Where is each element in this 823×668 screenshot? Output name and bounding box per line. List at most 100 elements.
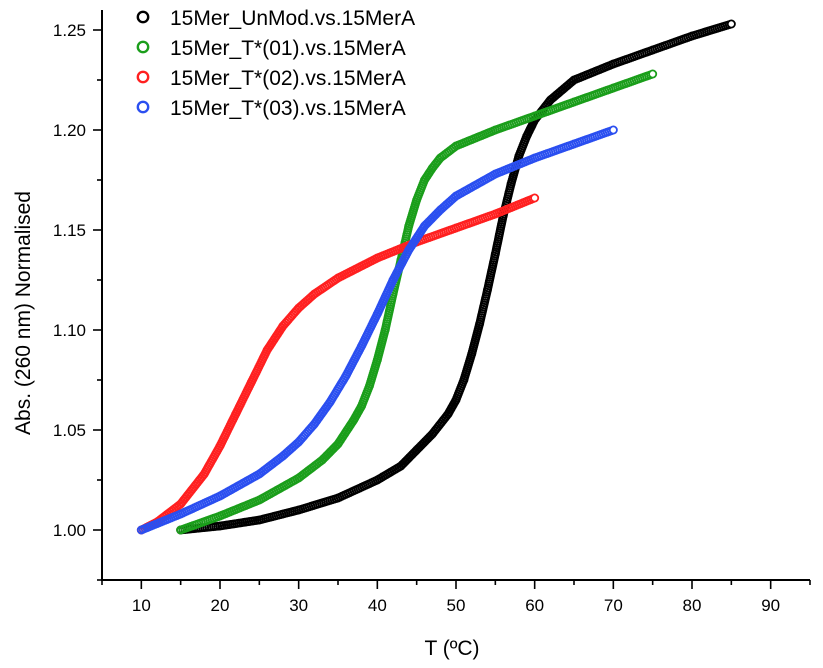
series-1-point <box>545 95 555 105</box>
series-4-point <box>357 341 367 351</box>
series-3-trace <box>138 194 538 534</box>
series-1-point <box>522 131 532 141</box>
x-tick-label-80: 80 <box>683 596 702 615</box>
series-1-point <box>475 319 485 329</box>
series-2-point <box>349 415 359 425</box>
series-2-point <box>404 221 414 231</box>
series-1-point <box>443 409 453 419</box>
series-1-point <box>467 349 477 359</box>
series-4-point <box>136 525 146 535</box>
series-3-point <box>451 223 461 233</box>
series-1-point <box>333 493 343 503</box>
series-3-point <box>215 441 225 451</box>
series-2-point <box>648 69 658 79</box>
series-1-point <box>294 505 304 515</box>
series-4-point <box>278 451 288 461</box>
series-1 <box>176 19 736 535</box>
x-ticks: 10 20 30 40 50 60 70 80 90 <box>101 580 811 615</box>
series-1-point <box>726 19 736 29</box>
series-1-point <box>451 395 461 405</box>
series-2-point <box>176 525 186 535</box>
x-tick-label-90: 90 <box>761 596 780 615</box>
legend-marker-2 <box>136 40 150 54</box>
series-1-point <box>427 429 437 439</box>
x-tick-label-40: 40 <box>368 596 387 615</box>
series-2-point <box>317 455 327 465</box>
series-3-point <box>294 303 304 313</box>
legend-label-1: 15Mer_UnMod.vs.15MerA <box>170 7 415 30</box>
series-3-point <box>490 209 500 219</box>
series-2-point <box>294 473 304 483</box>
series-2-point <box>608 83 618 93</box>
series-4-point <box>490 169 500 179</box>
series-3-point <box>262 345 272 355</box>
series-4-point <box>530 153 540 163</box>
series-1-point <box>482 285 492 295</box>
series-3-point <box>278 321 288 331</box>
axes <box>101 10 810 581</box>
series-2-point <box>357 401 367 411</box>
legend-label-4: 15Mer_T*(03).vs.15MerA <box>170 97 406 120</box>
legend-label-2: 15Mer_T*(01).vs.15MerA <box>170 37 406 60</box>
y-tick-label-1: 1.05 <box>53 421 86 440</box>
series-1-point <box>372 475 382 485</box>
x-tick-label-10: 10 <box>132 596 151 615</box>
y-axis-label: Abs. (260 nm) Normalised <box>12 191 35 435</box>
series-4-point <box>388 275 398 285</box>
series-2-point <box>569 97 579 107</box>
series-1-trace <box>178 20 734 535</box>
x-tick-label-60: 60 <box>525 596 544 615</box>
series-2-point <box>427 163 437 173</box>
series-1-point <box>490 249 500 259</box>
series-2-point <box>435 153 445 163</box>
x-tick-label-70: 70 <box>604 596 623 615</box>
y-tick-label-5: 1.25 <box>53 21 86 40</box>
series-2-point <box>364 381 374 391</box>
series-4-point <box>309 419 319 429</box>
series-1-point <box>687 31 697 41</box>
x-tick-label-20: 20 <box>211 596 230 615</box>
y-tick-label-0: 1.00 <box>53 521 86 540</box>
series-4-point <box>420 221 430 231</box>
series-4-point <box>254 469 264 479</box>
legend-label-3: 15Mer_T*(02).vs.15MerA <box>170 67 406 90</box>
series-4-point <box>404 245 414 255</box>
series-4-point <box>372 309 382 319</box>
series-4-point <box>325 397 335 407</box>
series-4-point <box>215 491 225 501</box>
series-2-point <box>451 141 461 151</box>
series-1-point <box>648 45 658 55</box>
legend-marker-4 <box>136 100 150 114</box>
series-4-point <box>451 191 461 201</box>
series-1-point <box>608 59 618 69</box>
series-3-point <box>530 193 540 203</box>
x-tick-label-50: 50 <box>447 596 466 615</box>
series-3-point <box>309 289 319 299</box>
y-tick-label-4: 1.20 <box>53 121 86 140</box>
series-4 <box>136 125 618 535</box>
series-layer <box>136 19 736 535</box>
series-1-point <box>254 515 264 525</box>
series-2-point <box>530 111 540 121</box>
series-3-point <box>333 273 343 283</box>
series-2-point <box>380 325 390 335</box>
series-4-point <box>608 125 618 135</box>
series-1-point <box>215 521 225 531</box>
series-2-point <box>333 439 343 449</box>
series-1-point <box>396 461 406 471</box>
y-tick-label-2: 1.10 <box>53 321 86 340</box>
series-4-point <box>294 437 304 447</box>
series-4-trace <box>138 126 616 534</box>
legend-marker-3 <box>136 70 150 84</box>
series-1-point <box>569 75 579 85</box>
series-3 <box>136 193 540 535</box>
series-1-point <box>459 375 469 385</box>
series-3-point <box>199 469 209 479</box>
series-4-point <box>435 205 445 215</box>
series-2-point <box>254 495 264 505</box>
series-4-point <box>341 371 351 381</box>
y-ticks: 1.00 1.05 1.10 1.15 1.20 1.25 <box>53 21 102 581</box>
series-1-point <box>506 179 516 189</box>
